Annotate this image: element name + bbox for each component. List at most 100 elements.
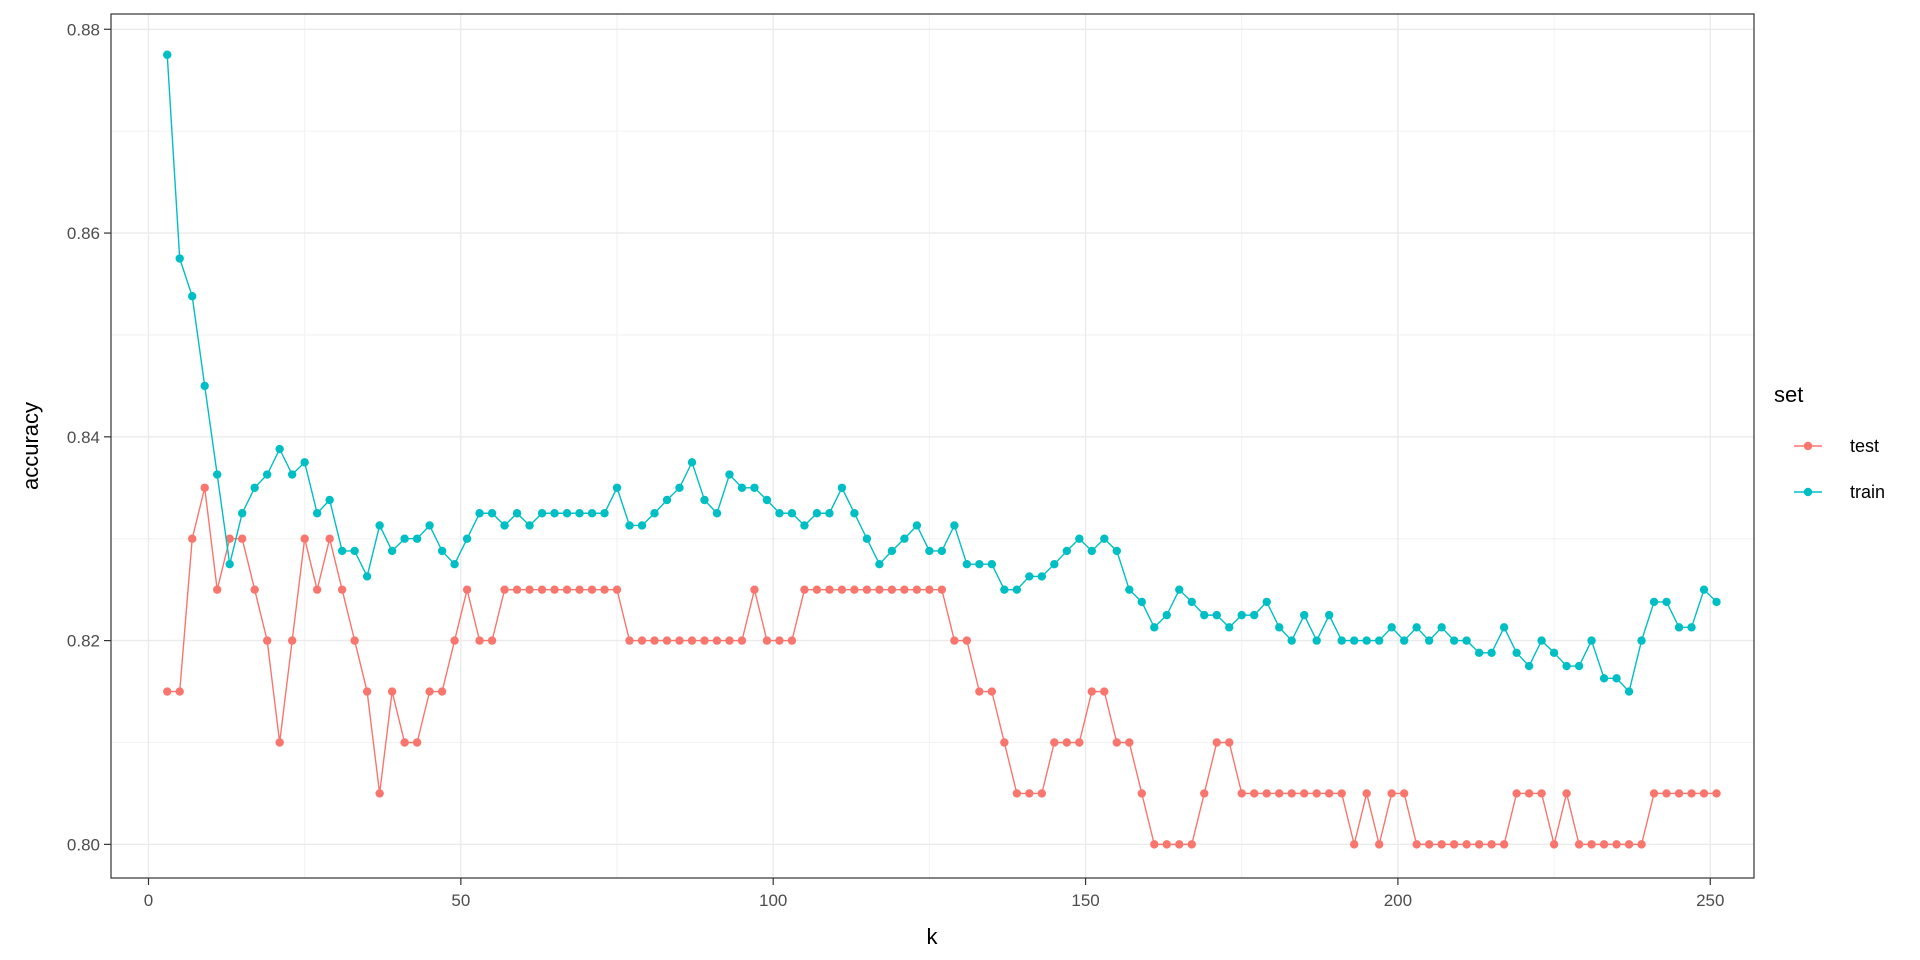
data-point-train [1399,636,1409,645]
data-point-test [600,585,609,594]
data-point-train [737,483,747,492]
data-point-train [387,546,397,556]
data-point-train [1349,636,1359,645]
data-point-test [250,585,259,594]
data-point-test [912,585,922,594]
data-point-test [1612,840,1621,849]
data-point-train [1449,636,1459,645]
series-train [163,50,1721,696]
data-point-train [312,509,322,518]
data-point-train [225,559,234,569]
data-point-train [1237,610,1246,620]
data-point-test [725,636,734,645]
series-layer [163,50,1721,849]
series-test [163,483,1721,849]
data-point-train [1012,585,1022,594]
data-point-test [1112,738,1121,747]
data-point-test [1162,840,1171,849]
data-point-train [412,534,422,543]
data-point-train [750,483,759,492]
data-point-train [287,470,297,479]
data-point-test [1687,789,1696,798]
data-point-train [1037,572,1047,581]
data-point-train [837,483,847,492]
data-point-test [350,636,359,645]
data-point-test [787,636,797,645]
data-point-test [1587,840,1596,849]
data-point-test [1300,789,1309,798]
data-point-test [1512,789,1521,798]
data-point-train [925,546,934,556]
legend: set test train [1774,382,1885,502]
data-point-train [200,381,209,391]
data-point-train [587,509,597,518]
data-point-train [550,509,559,518]
data-point-test [587,585,597,594]
data-point-test [1487,840,1496,849]
data-point-test [1349,840,1359,849]
data-point-train [175,254,184,263]
data-point-train [775,509,784,518]
data-point-test [962,636,972,645]
data-point-test [1449,840,1459,849]
data-point-train [1424,636,1434,645]
data-point-test [487,636,497,645]
data-point-train [1437,623,1446,632]
data-point-test [575,585,584,594]
data-point-test [1474,840,1484,849]
data-point-train [962,559,972,569]
data-point-test [562,585,572,594]
data-point-test [1200,789,1209,798]
data-point-test [887,585,897,594]
data-point-train [262,470,272,479]
legend-title: set [1774,382,1803,407]
data-point-test [275,738,284,747]
data-point-train [250,483,259,492]
x-tick-label: 250 [1696,891,1724,910]
data-point-train [1524,661,1534,671]
data-point-train [475,509,484,518]
data-point-test [1499,840,1509,849]
data-point-train [662,495,672,505]
data-point-train [450,559,459,569]
data-point-train [800,521,809,530]
data-point-test [775,636,784,645]
data-point-train [537,509,547,518]
data-point-test [1649,789,1659,798]
data-point-train [725,470,734,479]
data-point-test [612,585,622,594]
data-point-train [1150,623,1159,632]
data-point-train [1087,546,1097,556]
data-point-train [900,534,909,543]
data-point-train [1300,610,1309,620]
data-point-test [750,585,759,594]
data-point-train [650,509,659,518]
y-tick-label: 0.84 [67,428,100,447]
data-point-train [1612,674,1621,683]
data-point-train [362,572,372,581]
data-point-train [500,521,509,530]
data-point-test [387,687,397,696]
data-point-test [1362,789,1371,798]
data-point-test [337,585,347,594]
data-point-train [462,534,472,543]
x-tick-label: 0 [144,891,153,910]
data-point-test [1275,789,1284,798]
data-point-train [1712,597,1721,607]
data-point-test [300,534,309,543]
data-point-train [812,509,822,518]
data-point-train [1175,585,1184,594]
data-point-test [1287,789,1296,798]
data-point-test [1175,840,1184,849]
data-point-train [1112,546,1121,556]
data-point-train [612,483,622,492]
data-point-test [837,585,847,594]
data-point-train [1225,623,1234,632]
legend-key-point-test [1803,441,1813,451]
data-point-test [512,585,522,594]
legend-label-test: test [1850,436,1879,456]
data-point-test [412,738,422,747]
data-point-test [625,636,634,645]
data-point-test [525,585,534,594]
data-point-test [1187,840,1196,849]
